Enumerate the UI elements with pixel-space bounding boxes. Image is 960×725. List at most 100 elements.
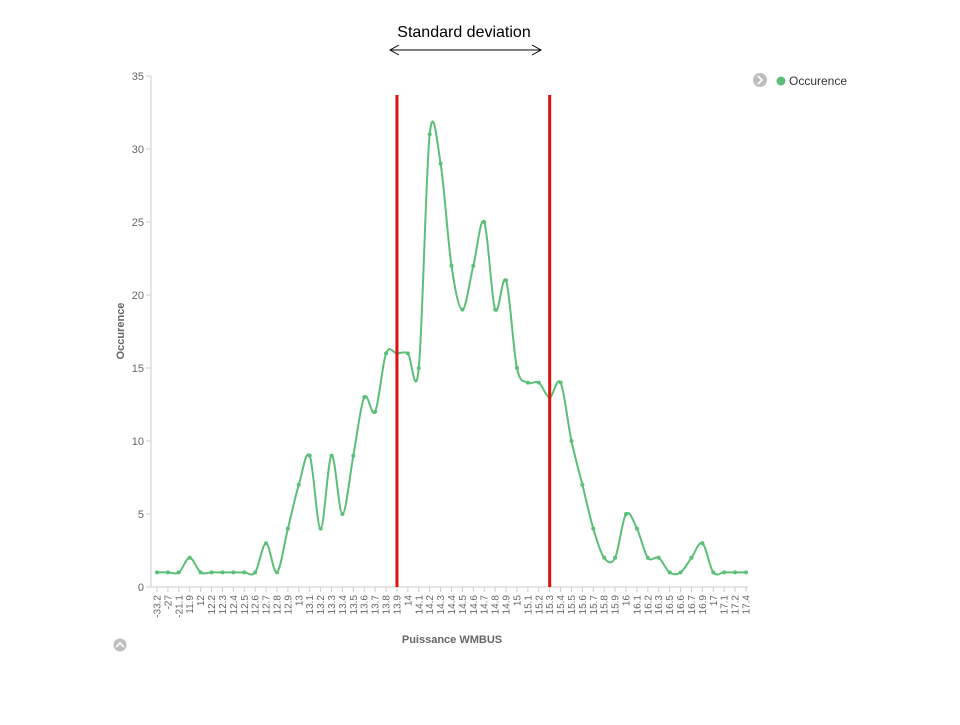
x-tick-label: -27 (163, 595, 174, 610)
x-tick-label: 16.3 (654, 595, 665, 615)
data-point[interactable] (416, 366, 421, 370)
x-tick-label: 17.1 (720, 595, 731, 615)
x-tick-label: 13.8 (382, 595, 393, 615)
y-tick-label: 15 (132, 363, 144, 375)
x-axis-ticks: -33.2 -27 -21.1 11.9 12 12.2 12.3 12.4 12.5 12.6 1… (153, 587, 753, 618)
x-tick-label: 13 (294, 595, 305, 607)
data-point[interactable] (427, 132, 432, 137)
data-point[interactable] (558, 380, 563, 385)
x-tick-label: 14.7 (480, 595, 491, 615)
y-tick-label: 30 (132, 144, 144, 156)
series-points (155, 132, 748, 575)
data-point[interactable] (438, 161, 443, 166)
x-tick-label: 16 (622, 595, 633, 607)
x-tick-label: 15.1 (523, 595, 534, 615)
data-point[interactable] (253, 570, 258, 575)
chevron-right-icon (757, 75, 764, 85)
axes (150, 76, 748, 588)
x-tick-label: 14.8 (491, 595, 502, 615)
x-tick-label: 12.9 (283, 595, 294, 615)
data-point[interactable] (580, 482, 585, 487)
data-point[interactable] (405, 351, 410, 356)
x-tick-label: 16.7 (687, 595, 698, 615)
y-tick-label: 35 (132, 71, 144, 83)
x-tick-label: 14 (403, 595, 414, 607)
chevron-up-icon (115, 641, 125, 648)
x-tick-label: 13.4 (338, 595, 349, 615)
data-point[interactable] (351, 453, 356, 458)
x-tick-label: 13.7 (371, 595, 382, 615)
data-point[interactable] (155, 570, 159, 575)
legend-label-occurence[interactable]: Occurence (789, 74, 847, 88)
data-point[interactable] (264, 541, 269, 546)
data-point[interactable] (613, 555, 618, 560)
x-tick-label: 13.1 (305, 595, 316, 615)
x-axis-label: Puissance WMBUS (402, 634, 502, 646)
data-point[interactable] (220, 570, 225, 575)
data-point[interactable] (362, 395, 367, 400)
data-point[interactable] (689, 555, 694, 560)
data-point[interactable] (722, 570, 727, 575)
data-point[interactable] (449, 263, 454, 268)
data-point[interactable] (318, 526, 323, 531)
data-point[interactable] (460, 307, 465, 312)
data-point[interactable] (329, 453, 334, 458)
data-point[interactable] (209, 570, 214, 575)
data-point[interactable] (700, 541, 705, 546)
data-point[interactable] (296, 482, 301, 487)
data-point[interactable] (678, 570, 683, 575)
data-point[interactable] (504, 278, 509, 283)
data-point[interactable] (525, 380, 530, 385)
x-tick-label: 13.6 (360, 595, 371, 615)
data-point[interactable] (733, 570, 738, 575)
x-tick-label: 15.8 (600, 595, 611, 615)
data-point[interactable] (591, 526, 596, 531)
data-point[interactable] (471, 263, 476, 268)
data-point[interactable] (373, 409, 378, 414)
x-tick-label: 12.8 (272, 595, 283, 615)
data-point[interactable] (514, 366, 519, 370)
data-point[interactable] (242, 570, 247, 575)
x-tick-label: 15.6 (578, 595, 589, 615)
data-point[interactable] (187, 555, 192, 560)
x-tick-label: 12.5 (240, 595, 251, 615)
x-tick-label: 14.9 (502, 595, 513, 615)
data-point[interactable] (165, 570, 170, 575)
data-point[interactable] (176, 570, 181, 575)
x-tick-label: 11.9 (185, 595, 196, 614)
data-point[interactable] (667, 570, 672, 575)
data-point[interactable] (198, 570, 203, 575)
data-point[interactable] (493, 307, 498, 312)
collapse-button[interactable] (113, 638, 127, 652)
y-tick-label: 25 (132, 217, 144, 229)
data-point[interactable] (384, 351, 389, 356)
data-point[interactable] (656, 555, 661, 560)
data-point[interactable] (536, 380, 541, 385)
data-point[interactable] (231, 570, 236, 575)
legend-nav-button[interactable] (753, 73, 767, 87)
x-tick-label: 12.2 (207, 595, 218, 615)
data-point[interactable] (307, 453, 312, 458)
data-point[interactable] (340, 512, 345, 516)
data-point[interactable] (711, 570, 716, 575)
data-point[interactable] (569, 439, 574, 443)
x-tick-label: 13.2 (316, 595, 327, 615)
data-point[interactable] (285, 526, 290, 531)
legend-marker[interactable] (776, 76, 786, 86)
x-tick-label: 13.9 (392, 595, 403, 615)
x-tick-label: 16.9 (698, 595, 709, 615)
data-point[interactable] (634, 526, 639, 531)
data-point[interactable] (602, 555, 607, 560)
x-tick-label: 17 (709, 595, 720, 607)
data-point[interactable] (744, 570, 748, 575)
data-point[interactable] (482, 220, 487, 224)
x-tick-label: 14.4 (447, 595, 458, 615)
x-tick-label: 14.3 (436, 595, 447, 615)
y-tick-label: 10 (132, 436, 144, 448)
arrow-head-right (531, 44, 543, 56)
data-point[interactable] (645, 555, 650, 560)
y-tick-label: 0 (138, 582, 144, 594)
data-point[interactable] (274, 570, 279, 575)
data-point[interactable] (624, 512, 629, 516)
